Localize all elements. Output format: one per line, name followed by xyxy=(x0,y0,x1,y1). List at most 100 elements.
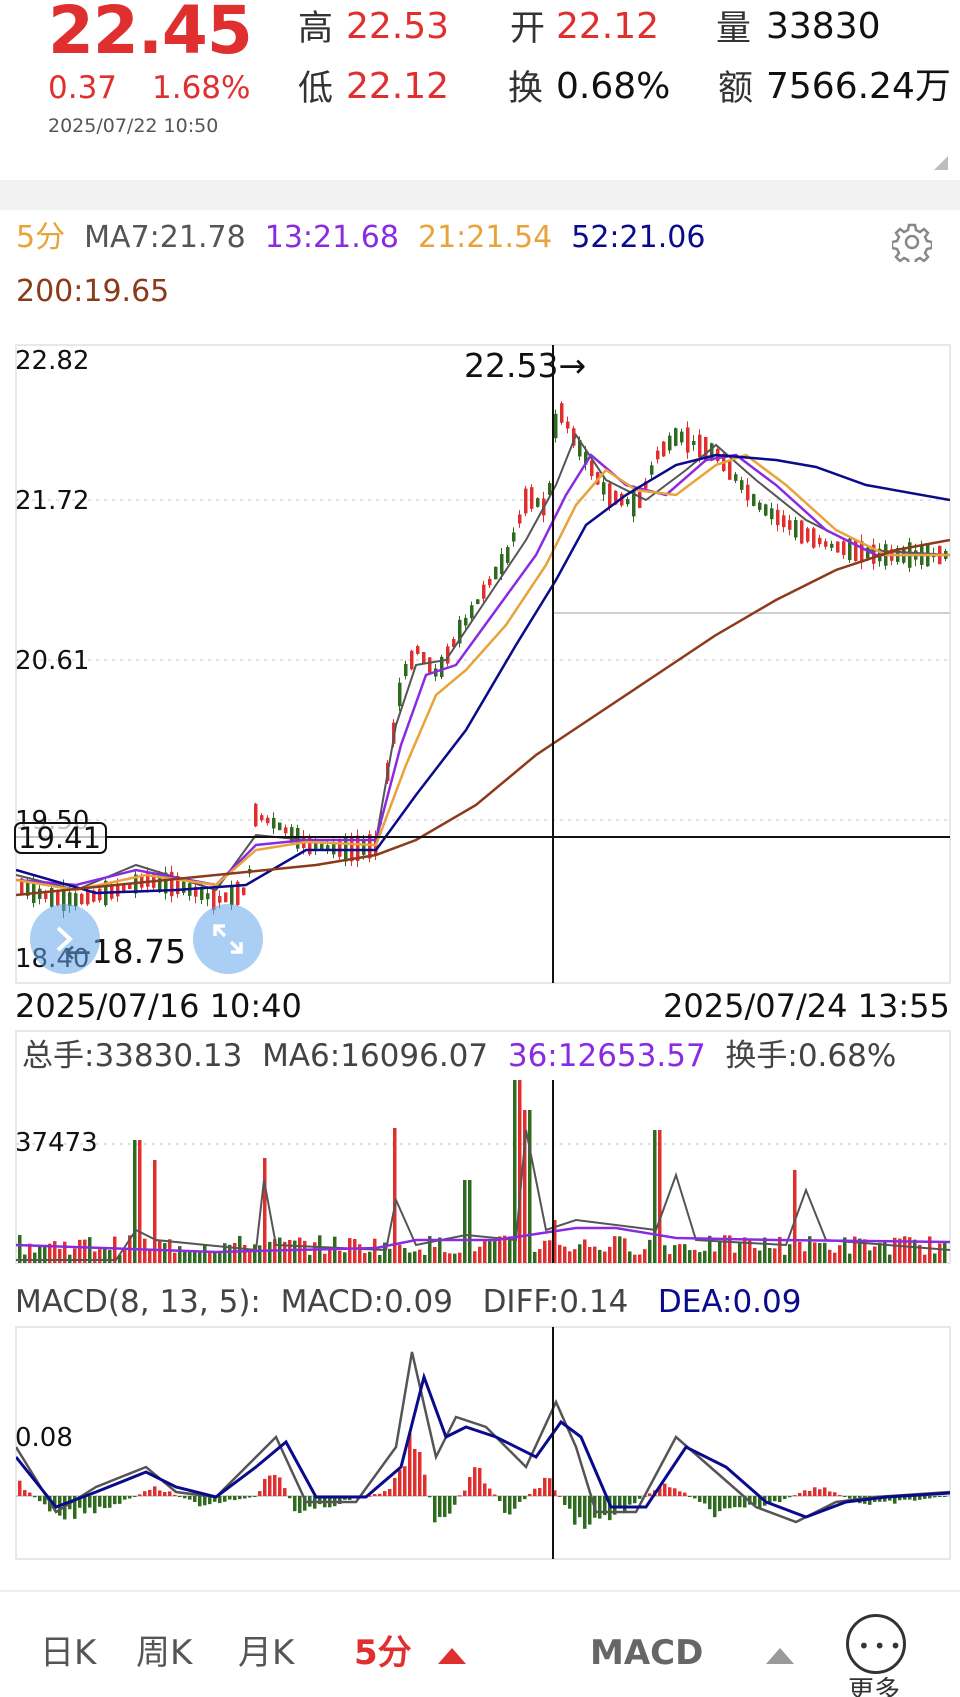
candle-body xyxy=(686,427,690,453)
volume-bar xyxy=(443,1252,447,1263)
macd-bar xyxy=(223,1496,227,1502)
candle-body xyxy=(728,460,732,480)
candle-body xyxy=(536,498,540,507)
volume-bar xyxy=(878,1242,882,1263)
macd-bar xyxy=(533,1488,537,1496)
macd-bar xyxy=(543,1477,547,1496)
volume-bar xyxy=(508,1236,512,1263)
volume-bar xyxy=(783,1254,787,1263)
current-price: 22.45 xyxy=(48,0,253,69)
volume-bar xyxy=(213,1251,217,1263)
macd-bar xyxy=(453,1496,457,1505)
candle-body xyxy=(734,474,738,481)
candle-body xyxy=(782,515,786,528)
volume-bar xyxy=(68,1254,72,1263)
macd-bar xyxy=(768,1496,772,1505)
volume-bar xyxy=(868,1250,872,1263)
volume-bar xyxy=(143,1238,147,1263)
start-date: 2025/07/16 10:40 xyxy=(15,987,302,1025)
macd-bar xyxy=(828,1491,832,1496)
period-label[interactable]: 5分 xyxy=(16,220,66,255)
tab-day-k[interactable]: 日K xyxy=(40,1633,97,1673)
settings-gear-icon[interactable] xyxy=(892,222,932,262)
volume-bar xyxy=(908,1237,912,1263)
period-dropdown-icon[interactable] xyxy=(438,1648,466,1664)
macd-title: MACD(8, 13, 5): xyxy=(15,1284,261,1320)
macd-bar xyxy=(663,1483,667,1496)
volume-bar xyxy=(848,1253,852,1263)
macd-bar xyxy=(163,1491,167,1496)
y-label-2: 21.72 xyxy=(15,486,90,516)
candle-body xyxy=(158,871,162,893)
volume-bar xyxy=(768,1247,772,1263)
candle-body xyxy=(836,541,840,553)
candle-body xyxy=(578,440,582,457)
macd-bar xyxy=(253,1496,257,1497)
candle-body xyxy=(314,843,318,849)
volume-bar xyxy=(798,1241,802,1263)
volume-bar xyxy=(828,1249,832,1263)
expand-corner-icon[interactable] xyxy=(934,156,948,170)
volume-turnover: 换手:0.68% xyxy=(725,1038,897,1074)
kline-chart-frame[interactable] xyxy=(15,344,951,984)
tab-month-k[interactable]: 月K xyxy=(238,1633,295,1673)
macd-bar xyxy=(198,1496,202,1507)
candle-body xyxy=(602,482,606,495)
scroll-back-button[interactable] xyxy=(30,904,100,974)
macd-bar xyxy=(78,1496,82,1508)
indicator-dropdown-icon[interactable] xyxy=(766,1648,794,1664)
macd-chart-frame[interactable] xyxy=(15,1326,951,1560)
fullscreen-button[interactable] xyxy=(193,904,263,974)
volume-bar xyxy=(758,1250,762,1263)
volume-bar xyxy=(173,1252,177,1263)
volume-bar xyxy=(418,1249,422,1263)
volume-bar xyxy=(643,1249,647,1263)
macd-bar xyxy=(618,1496,622,1509)
candle-body xyxy=(326,845,330,850)
ma13-line xyxy=(16,453,950,887)
macd-bar xyxy=(193,1496,197,1502)
macd-bar xyxy=(18,1480,22,1496)
tab-week-k[interactable]: 周K xyxy=(136,1633,193,1673)
more-button[interactable] xyxy=(846,1614,906,1674)
macd-bar xyxy=(113,1496,117,1505)
candle-body xyxy=(764,504,768,516)
macd-chart[interactable] xyxy=(16,1327,950,1559)
volume-bar xyxy=(493,1240,497,1263)
volume-ma36: 36:12653.57 xyxy=(507,1038,706,1074)
volume-bar xyxy=(718,1240,722,1263)
volume-bar xyxy=(703,1250,707,1263)
macd-bar xyxy=(673,1488,677,1496)
kline-chart[interactable] xyxy=(16,345,950,983)
candle-body xyxy=(230,885,234,906)
volume-bar xyxy=(33,1252,37,1263)
candle-body xyxy=(548,483,552,495)
macd-bar xyxy=(698,1496,702,1502)
volume-bar xyxy=(628,1251,632,1263)
candle-body xyxy=(704,436,708,462)
macd-bar xyxy=(658,1486,662,1496)
macd-bar xyxy=(448,1496,452,1514)
candle-body xyxy=(32,879,36,904)
volume-bar xyxy=(58,1248,62,1263)
volume-bar xyxy=(898,1238,902,1263)
tab-5min[interactable]: 5分 xyxy=(354,1633,412,1673)
volume-bar xyxy=(808,1236,812,1263)
open-value: 22.12 xyxy=(556,6,660,47)
candle-body xyxy=(560,403,564,423)
indicator-selector[interactable]: MACD xyxy=(590,1633,704,1673)
volume-chart[interactable] xyxy=(16,1080,950,1263)
macd-bar xyxy=(603,1496,607,1516)
volume-bar xyxy=(793,1170,797,1263)
low-label: 低 xyxy=(298,69,334,109)
volume-chart-frame[interactable] xyxy=(15,1030,951,1264)
more-label[interactable]: 更多 xyxy=(848,1676,901,1697)
macd-bar xyxy=(23,1490,27,1496)
volume-bar xyxy=(588,1246,592,1263)
volume-bar xyxy=(608,1246,612,1263)
macd-bar xyxy=(483,1483,487,1496)
turnover-label: 换 xyxy=(508,69,544,109)
volume-bar xyxy=(413,1251,417,1263)
candle-body xyxy=(458,619,462,644)
volume-bar xyxy=(553,1220,557,1263)
